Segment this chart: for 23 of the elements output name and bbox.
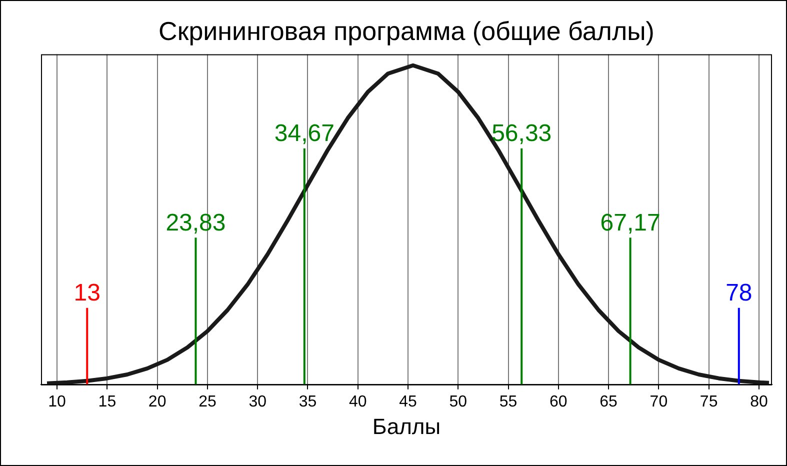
x-tick-label: 80 (750, 393, 768, 410)
x-tick-label: 75 (700, 393, 718, 410)
x-tick-label: 15 (98, 393, 116, 410)
x-tick-label: 25 (198, 393, 216, 410)
x-tick-label: 10 (48, 393, 66, 410)
x-tick-label: 55 (499, 393, 518, 410)
ref-line-label: 67,17 (600, 209, 660, 236)
x-tick-label: 40 (348, 393, 367, 410)
x-tick-label: 20 (148, 393, 166, 410)
ref-line-label: 56,33 (492, 120, 552, 147)
ref-line-label: 23,83 (166, 209, 226, 236)
x-tick-label: 45 (399, 393, 418, 410)
ref-line-label: 78 (726, 279, 752, 306)
x-tick-label: 50 (449, 393, 468, 410)
x-tick-label: 70 (650, 393, 668, 410)
x-tick-label: 35 (298, 393, 317, 410)
chart-title: Скрининговая программа (общие баллы) (158, 16, 654, 46)
x-tick-label: 60 (550, 393, 568, 410)
ref-line-label: 34,67 (274, 120, 334, 147)
ref-line-label: 13 (74, 279, 100, 306)
x-tick-label: 30 (248, 393, 267, 410)
x-axis-title: Баллы (372, 414, 441, 439)
x-tick-label: 65 (600, 393, 618, 410)
